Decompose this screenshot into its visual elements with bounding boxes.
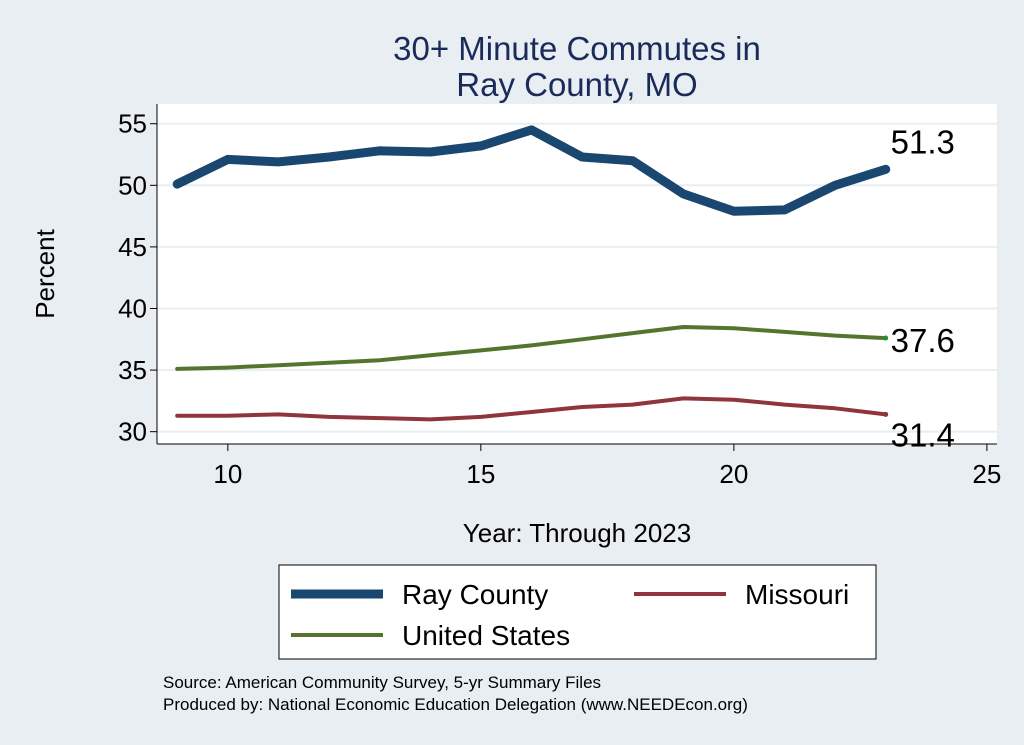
legend-label-missouri: Missouri	[745, 579, 849, 610]
end-point-united-states	[883, 335, 889, 341]
legend: Ray County Missouri United States	[291, 579, 849, 651]
y-tick-label-40: 40	[118, 293, 147, 323]
y-tick-label-55: 55	[118, 109, 147, 139]
x-axis-ticks: 10 15 20 25	[213, 444, 1001, 489]
legend-label-ray-county: Ray County	[402, 579, 548, 610]
x-tick-label-15: 15	[466, 459, 495, 489]
produced-by-note: Produced by: National Economic Education…	[163, 695, 748, 714]
y-axis-ticks: 30 35 40 45 50 55	[118, 109, 157, 447]
legend-box	[278, 564, 877, 660]
end-labels: 51.3 31.4 37.6	[891, 123, 955, 453]
chart-title: 30+ Minute Commutes in	[393, 30, 761, 67]
source-note: Source: American Community Survey, 5-yr …	[163, 673, 601, 692]
x-tick-label-10: 10	[213, 459, 242, 489]
series	[172, 125, 891, 422]
x-tick-label-20: 20	[719, 459, 748, 489]
end-point-missouri	[883, 411, 889, 417]
x-tick-label-25: 25	[972, 459, 1001, 489]
series-line-united-states	[175, 325, 888, 371]
y-tick-label-30: 30	[118, 417, 147, 447]
y-tick-label-45: 45	[118, 232, 147, 262]
y-axis-label: Percent	[30, 228, 60, 318]
series-line-ray-county	[172, 125, 891, 216]
y-tick-label-50: 50	[118, 170, 147, 200]
series-line-missouri	[175, 396, 888, 422]
gridlines	[157, 122, 997, 433]
y-tick-label-35: 35	[118, 355, 147, 385]
end-label-missouri: 31.4	[891, 416, 955, 453]
end-point-ray-county	[883, 166, 889, 172]
x-axis-label: Year: Through 2023	[463, 518, 691, 548]
end-label-ray-county: 51.3	[891, 123, 955, 160]
end-label-united-states: 37.6	[891, 322, 955, 359]
legend-label-united-states: United States	[402, 620, 570, 651]
chart-title-line-2: Ray County, MO	[456, 66, 697, 103]
